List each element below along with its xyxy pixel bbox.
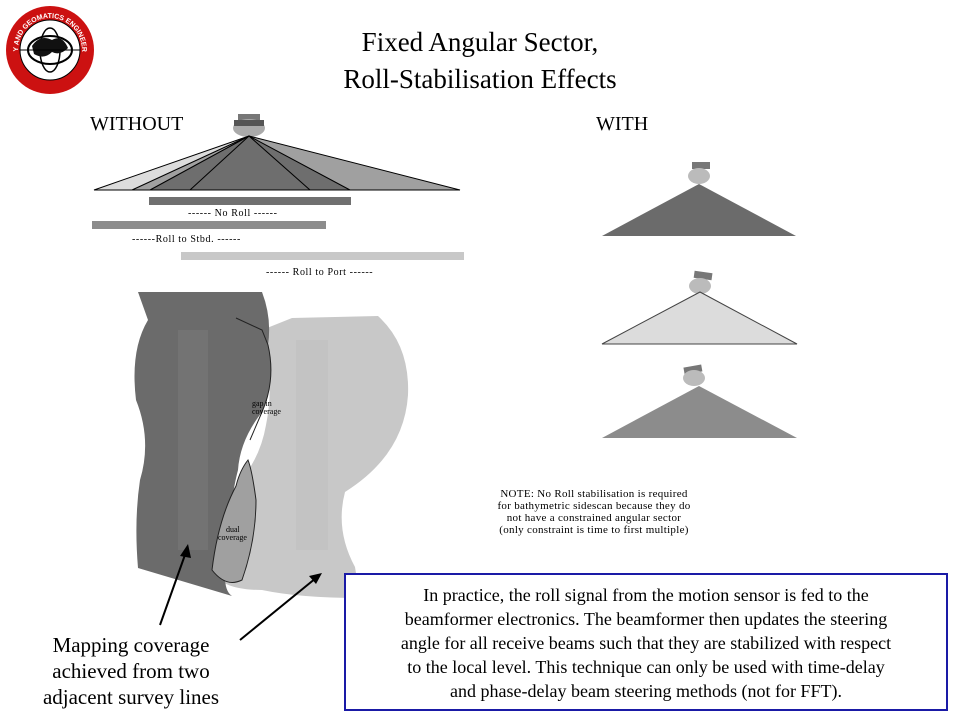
without-heading: WITHOUT [90,113,184,135]
arrow-to-swath-1 [159,544,191,626]
with-heading: WITH [596,113,649,135]
fan-with-roll-port [602,364,797,438]
unb-logo: GEODESY AND GEOMATICS ENGINEERING UNB [4,4,94,94]
note-text: NOTE: No Roll stabilisation is required … [497,488,691,536]
bar-roll-port [181,252,464,260]
info-box-text: In practice, the roll signal from the mo… [400,585,892,701]
label-dual-coverage: dual coverage [218,525,247,542]
fan-without-roll [93,135,461,191]
fan-with-no-roll [602,162,796,236]
arrow-to-swath-2 [239,573,322,641]
ship-icon [233,114,265,137]
page-title-line1: Fixed Angular Sector, [361,27,599,57]
label-no-roll: ------ No Roll ------ [188,208,278,219]
bar-no-roll [149,197,351,205]
bar-roll-stbd [92,221,326,229]
coverage-caption: Mapping coverage achieved from two adjac… [42,633,220,709]
label-roll-port: ------ Roll to Port ------ [266,267,374,278]
fan-with-roll-stbd [601,270,798,345]
info-box: In practice, the roll signal from the mo… [344,573,948,711]
label-roll-stbd: ------Roll to Stbd. ------ [132,234,241,245]
label-gap-coverage: gap in coverage [252,399,281,416]
page-title-line2: Roll-Stabilisation Effects [343,64,617,94]
